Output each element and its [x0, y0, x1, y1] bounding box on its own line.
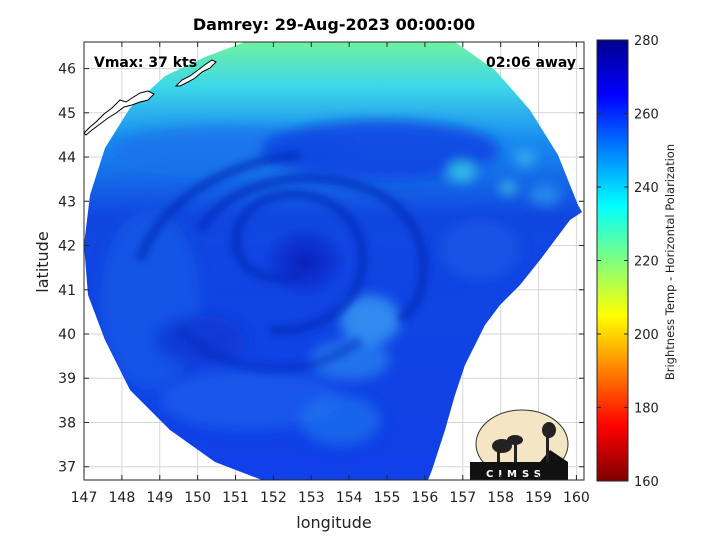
x-axis: 147 148 149 150 151 152 153 154 155 156 157 158 159 1…: [71, 42, 590, 506]
x-tick-label: 156: [412, 490, 439, 506]
y-tick-label: 42: [58, 239, 76, 255]
x-tick-label: 147: [71, 490, 98, 506]
logo-tower-tank: [542, 422, 556, 438]
island-north: [174, 59, 217, 87]
colorbar-ticks: 280 260 240 220 200 180 160: [597, 34, 659, 490]
x-tick-label: 149: [146, 490, 173, 506]
colorbar-label: Brightness Temp - Horizontal Polarizatio…: [663, 144, 677, 380]
y-tick-label: 41: [58, 283, 76, 299]
colorbar-tick-label: 200: [634, 328, 659, 343]
y-tick-label: 43: [58, 194, 76, 210]
coastline: [84, 59, 217, 136]
x-tick-label: 160: [563, 490, 590, 506]
logo-dish-right: [507, 435, 523, 445]
x-tick-label: 157: [449, 490, 476, 506]
x-tick-label: 151: [222, 490, 249, 506]
chart-title: Damrey: 29-Aug-2023 00:00:00: [193, 15, 475, 34]
away-annotation: 02:06 away: [486, 55, 576, 71]
cimss-logo: CIMSS: [470, 409, 569, 480]
x-tick-label: 150: [184, 490, 211, 506]
y-axis: 37 38 39 40 41 42 43 44 45 46: [58, 62, 584, 476]
colorbar-tick-label: 220: [634, 255, 659, 270]
colorbar-tick-label: 260: [634, 108, 659, 123]
y-tick-label: 37: [58, 460, 76, 476]
logo-ground: [470, 450, 568, 480]
spiral-bands: [135, 150, 429, 374]
swath-texture: [100, 120, 561, 445]
x-tick-label: 155: [374, 490, 401, 506]
colorbar: [596, 39, 629, 482]
colorbar-tick-label: 240: [634, 181, 659, 196]
island-south: [84, 90, 155, 136]
y-tick-label: 38: [58, 415, 76, 431]
y-tick-label: 40: [58, 327, 76, 343]
x-axis-label: longitude: [296, 513, 371, 532]
logo-tower: [546, 432, 549, 462]
plot-frame: [83, 41, 585, 481]
colorbar-tick-label: 180: [634, 402, 659, 417]
colorbar-tick-label: 160: [634, 475, 659, 490]
y-tick-label: 39: [58, 371, 76, 387]
y-tick-label: 46: [58, 62, 76, 78]
vmax-annotation: Vmax: 37 kts: [94, 55, 197, 71]
x-tick-label: 148: [109, 490, 136, 506]
y-axis-label: latitude: [33, 231, 52, 292]
x-tick-label: 159: [525, 490, 552, 506]
x-tick-label: 152: [260, 490, 287, 506]
x-tick-label: 158: [487, 490, 514, 506]
logo-text: CIMSS: [486, 469, 546, 480]
x-tick-label: 154: [336, 490, 363, 506]
logo-dish-left: [492, 439, 512, 453]
y-tick-label: 44: [58, 150, 76, 166]
x-tick-label: 153: [298, 490, 325, 506]
y-tick-label: 45: [58, 106, 76, 122]
storm-center: [263, 226, 347, 298]
colorbar-tick-label: 280: [634, 34, 659, 49]
